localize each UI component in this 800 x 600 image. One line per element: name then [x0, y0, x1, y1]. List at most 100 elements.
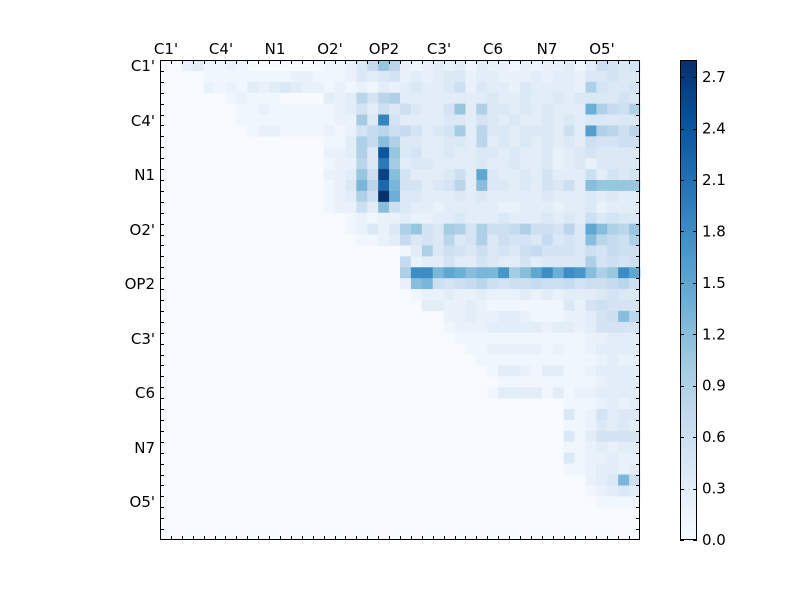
heatmap-cell — [410, 114, 423, 126]
y-tick-label: N7 — [134, 439, 155, 457]
heatmap-cell — [465, 180, 477, 192]
heatmap-cell — [629, 92, 641, 104]
colorbar-ticks: 0.0 0.3 0.6 0.9 1.2 1.5 1.8 2.1 2.4 2.7 — [680, 68, 726, 549]
heatmap-cell — [247, 114, 259, 126]
heatmap-cell — [421, 201, 434, 214]
heatmap-cell — [334, 103, 346, 115]
heatmap-cell — [400, 267, 412, 279]
heatmap-cell — [476, 223, 488, 235]
heatmap-cell — [465, 136, 477, 148]
heatmap-cell — [629, 234, 641, 246]
heatmap-cell — [334, 81, 346, 94]
heatmap-cell — [214, 70, 226, 83]
heatmap-cell — [607, 452, 619, 464]
heatmap-cell — [596, 463, 608, 475]
heatmap-cell — [301, 70, 314, 83]
heatmap-cell — [356, 234, 368, 246]
heatmap-cell — [334, 70, 346, 83]
heatmap-cell — [563, 125, 575, 137]
heatmap-cell — [520, 300, 532, 312]
heatmap-cell — [498, 289, 510, 301]
heatmap-cell — [258, 103, 270, 115]
heatmap-cell — [476, 158, 488, 170]
heatmap-cell — [432, 300, 444, 312]
heatmap-cell — [323, 147, 335, 159]
heatmap-cell — [618, 496, 630, 508]
heatmap-cell — [487, 190, 499, 203]
heatmap-cell — [356, 190, 368, 203]
heatmap-cell — [509, 223, 521, 235]
heatmap-cell — [443, 201, 455, 214]
heatmap-cell — [498, 365, 510, 377]
heatmap-cell — [520, 180, 532, 192]
heatmap-cell — [476, 103, 488, 115]
heatmap-cell — [530, 278, 543, 290]
heatmap-cell — [629, 485, 641, 497]
heatmap-cell — [498, 278, 510, 290]
heatmap-cell — [585, 376, 597, 388]
heatmap-cell — [509, 180, 521, 192]
heatmap-cell — [509, 234, 521, 246]
heatmap-cell — [454, 289, 466, 301]
heatmap-cell — [552, 92, 564, 104]
heatmap-cell — [476, 92, 488, 104]
heatmap-cell — [618, 485, 630, 497]
heatmap-cell — [334, 169, 346, 181]
heatmap-cell — [454, 223, 466, 235]
heatmap-cell — [192, 60, 204, 72]
heatmap-cell — [574, 310, 586, 323]
heatmap-cell — [596, 365, 608, 377]
heatmap-cell — [247, 125, 259, 137]
heatmap-cell — [400, 92, 412, 104]
colorbar-tick-label: 1.2 — [702, 325, 726, 343]
heatmap-cell — [421, 300, 434, 312]
heatmap-cell — [432, 114, 444, 126]
heatmap-cell — [596, 70, 608, 83]
heatmap-cell — [596, 485, 608, 497]
heatmap-cell — [629, 474, 641, 486]
heatmap-cell — [410, 70, 423, 83]
heatmap-cell — [585, 321, 597, 334]
heatmap-cell — [618, 60, 630, 72]
heatmap-cell — [541, 201, 554, 214]
heatmap-cell — [596, 343, 608, 355]
heatmap-cell — [410, 267, 423, 279]
heatmap-cell — [236, 114, 248, 126]
heatmap-cell — [356, 158, 368, 170]
heatmap-cell — [585, 441, 597, 454]
x-tick-label: OP2 — [369, 40, 399, 58]
heatmap-cell — [563, 212, 575, 224]
heatmap-cell — [323, 190, 335, 203]
heatmap-cell — [530, 92, 543, 104]
heatmap-cell — [389, 147, 401, 159]
heatmap-cell — [607, 387, 619, 399]
heatmap-cell — [563, 245, 575, 257]
heatmap-cell — [629, 201, 641, 214]
heatmap-cell — [389, 223, 401, 235]
heatmap-cell — [225, 92, 237, 104]
heatmap-cell — [629, 103, 641, 115]
heatmap-cell — [520, 278, 532, 290]
heatmap-cell — [629, 70, 641, 83]
heatmap-cell — [618, 125, 630, 137]
heatmap-cell — [356, 180, 368, 192]
heatmap-cell — [629, 256, 641, 268]
x-tick-label: O2' — [317, 40, 342, 58]
heatmap-cell — [541, 310, 554, 323]
heatmap-cell — [443, 278, 455, 290]
heatmap-cell — [443, 310, 455, 323]
heatmap-cell — [629, 136, 641, 148]
heatmap-cell — [389, 136, 401, 148]
heatmap-cell — [585, 452, 597, 464]
heatmap-cell — [607, 92, 619, 104]
heatmap-cell — [541, 103, 554, 115]
y-tick-label: C1' — [131, 57, 155, 75]
heatmap-cell — [596, 147, 608, 159]
heatmap-cell — [563, 267, 575, 279]
heatmap-cell — [607, 190, 619, 203]
heatmap-cell — [367, 60, 379, 72]
heatmap-cell — [509, 136, 521, 148]
heatmap-cell — [509, 201, 521, 214]
heatmap-cell — [607, 474, 619, 486]
heatmap-cell — [629, 387, 641, 399]
